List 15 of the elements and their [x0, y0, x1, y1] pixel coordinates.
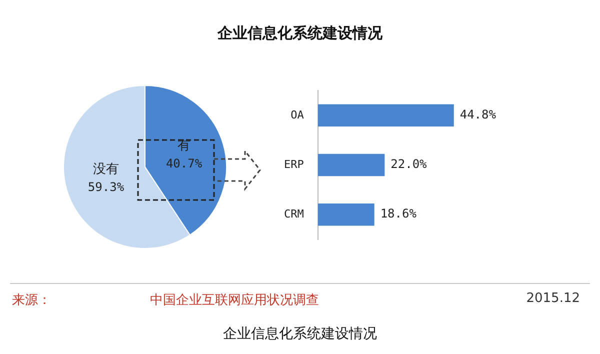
data-label: 22.0%: [390, 157, 428, 172]
y-tick-label: ERP: [284, 158, 304, 171]
y-tick-label: CRM: [284, 207, 304, 220]
text: 中国企业互联网应用状况调查: [150, 292, 319, 309]
slice-label: 没有: [92, 162, 119, 178]
y-tick-label: OA: [290, 108, 304, 122]
data-label: 18.6%: [380, 206, 418, 221]
text: 企业信息化系统建设情况: [222, 325, 378, 343]
data-label: 40.7%: [166, 156, 203, 170]
slice-label: 有: [178, 138, 191, 154]
data-label: 59.3%: [88, 180, 125, 194]
text: 2015.12: [526, 291, 580, 306]
data-label: 44.8%: [460, 108, 497, 122]
text: 企业信息化系统建设情况: [216, 24, 384, 43]
source-note: 来源：: [12, 292, 51, 309]
